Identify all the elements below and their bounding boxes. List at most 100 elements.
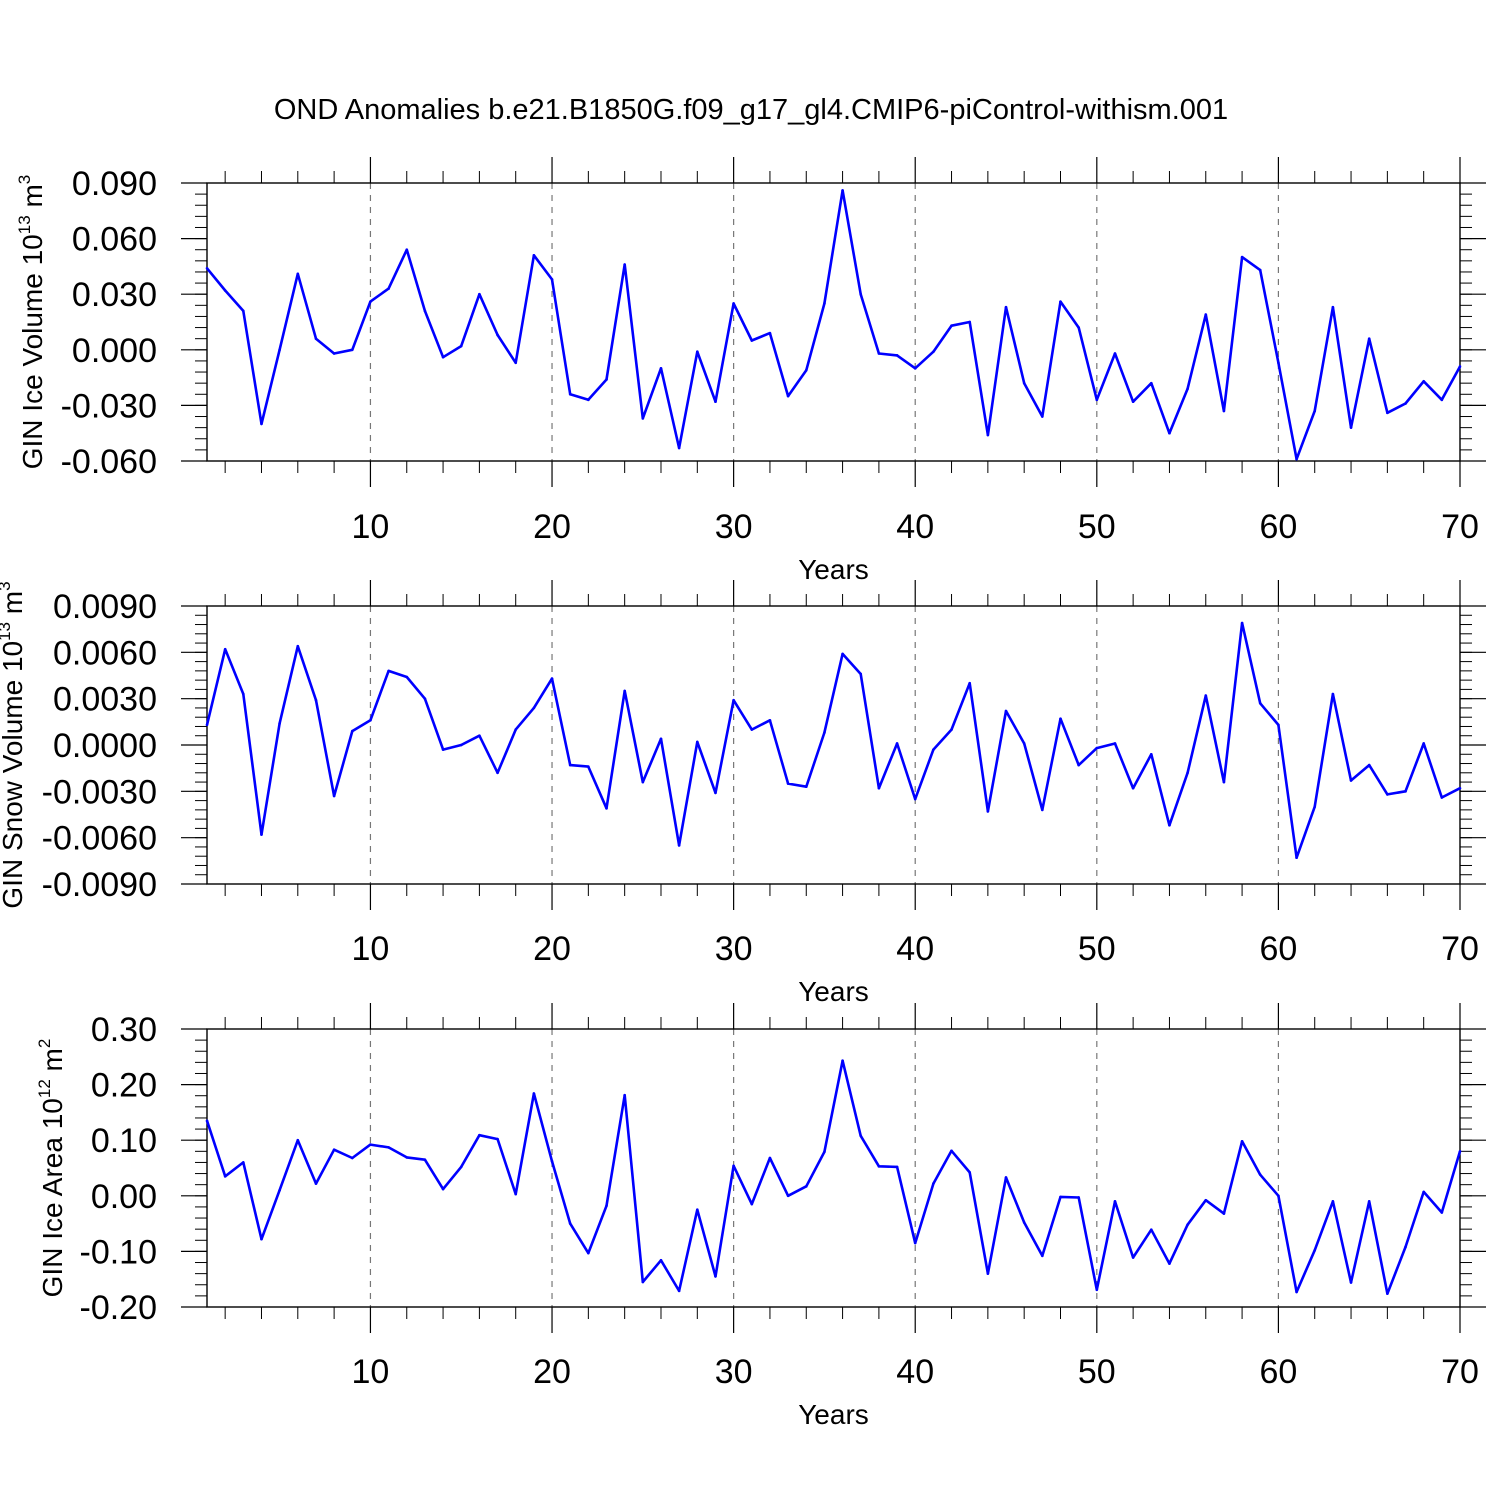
x-tick-label: 10 xyxy=(352,1353,390,1391)
y-tick-label: -0.030 xyxy=(61,387,157,425)
x-tick-label: 30 xyxy=(715,508,753,546)
data-point xyxy=(459,344,463,348)
data-point xyxy=(223,1175,227,1178)
data-point xyxy=(1113,352,1117,355)
data-point xyxy=(1422,380,1425,383)
data-point xyxy=(786,782,790,785)
data-point xyxy=(296,644,300,648)
data-point xyxy=(496,1137,499,1141)
data-point xyxy=(260,422,263,426)
x-tick-label: 50 xyxy=(1078,508,1116,546)
x-tick-label: 60 xyxy=(1259,508,1297,546)
data-point xyxy=(550,278,554,281)
y-axis-label-part: 13 xyxy=(0,622,14,641)
x-tick-label: 50 xyxy=(1078,1353,1116,1391)
data-point xyxy=(387,1146,390,1149)
x-tick-label: 70 xyxy=(1441,1353,1479,1391)
y-tick-label: -0.10 xyxy=(80,1233,158,1271)
data-point xyxy=(1386,1292,1389,1295)
chart-panel-3: 10 20 30 40 50 60 70 0.30 0.20 0.10 0.00 -0.10 -0.20… xyxy=(35,1003,1486,1430)
y-axis-label: GIN Ice Volume 1013 m3 xyxy=(15,175,48,470)
data-point xyxy=(1095,398,1099,402)
data-point xyxy=(895,742,899,745)
data-point xyxy=(1077,326,1080,329)
data-point xyxy=(1422,1190,1425,1194)
y-tick-label: 0.0090 xyxy=(53,588,157,626)
y-tick-label: 0.20 xyxy=(91,1067,157,1105)
data-point xyxy=(1404,1245,1407,1249)
data-point xyxy=(568,763,572,767)
data-point xyxy=(441,1187,445,1191)
x-tick-label: 40 xyxy=(896,1353,934,1391)
data-point xyxy=(877,352,881,355)
data-point xyxy=(369,718,372,722)
data-point xyxy=(387,669,390,673)
data-point xyxy=(1240,621,1244,625)
data-point xyxy=(350,729,354,733)
y-axis-label: GIN Snow Volume 1013 m3 xyxy=(0,581,28,908)
data-point xyxy=(1113,742,1117,745)
x-tick-label: 30 xyxy=(715,930,753,968)
data-point xyxy=(478,734,481,738)
data-point xyxy=(314,337,318,340)
data-point xyxy=(641,780,645,784)
data-point xyxy=(1168,824,1171,827)
data-point xyxy=(641,417,645,420)
series-line xyxy=(205,621,1461,860)
y-axis-label-part: m xyxy=(17,184,48,215)
data-point xyxy=(1204,694,1208,697)
y-tick-label: 0.0000 xyxy=(53,727,157,765)
y-tick-label: 0.0030 xyxy=(53,681,157,719)
data-point xyxy=(1149,381,1153,385)
data-point xyxy=(1277,1194,1280,1198)
data-point xyxy=(786,394,790,398)
data-point xyxy=(1240,1140,1244,1143)
data-point xyxy=(968,320,971,324)
data-point xyxy=(823,731,826,734)
data-point xyxy=(459,743,463,747)
data-point xyxy=(877,1165,881,1168)
data-point xyxy=(932,748,935,751)
data-point xyxy=(768,331,772,335)
data-point xyxy=(1367,337,1371,340)
data-point xyxy=(659,367,663,370)
data-point xyxy=(1168,431,1171,435)
x-axis-label: Years xyxy=(798,1399,869,1430)
data-point xyxy=(532,253,536,257)
data-point xyxy=(804,1185,808,1188)
data-point xyxy=(1349,1281,1353,1284)
data-point xyxy=(1440,1211,1444,1214)
data-point xyxy=(369,1143,372,1146)
data-point xyxy=(677,844,681,847)
y-axis-label-part: 12 xyxy=(35,1079,54,1098)
data-point xyxy=(1313,805,1317,809)
data-point xyxy=(242,692,245,696)
y-tick-label: -0.0090 xyxy=(42,866,157,904)
y-tick-label: 0.030 xyxy=(72,276,157,314)
data-point xyxy=(369,300,372,303)
y-axis-label-part: m xyxy=(0,591,28,622)
data-point xyxy=(823,302,826,305)
data-point xyxy=(1222,409,1226,413)
y-axis-label-part: GIN Ice Area 10 xyxy=(37,1098,68,1297)
data-point xyxy=(623,263,626,266)
series-line xyxy=(205,1059,1462,1295)
data-point xyxy=(1331,692,1335,696)
data-point xyxy=(714,1275,717,1278)
data-point xyxy=(478,292,481,296)
data-point xyxy=(1422,742,1425,745)
data-point xyxy=(732,698,735,702)
data-point xyxy=(1168,1262,1171,1265)
data-point xyxy=(804,785,808,788)
data-point xyxy=(514,1192,518,1196)
data-point xyxy=(1277,723,1280,727)
data-point xyxy=(623,689,626,693)
data-point xyxy=(1386,793,1389,796)
data-point xyxy=(1313,1248,1317,1252)
data-point xyxy=(568,1222,572,1225)
data-point xyxy=(641,1280,645,1284)
data-point xyxy=(260,833,263,836)
data-point xyxy=(1222,1212,1226,1215)
data-point xyxy=(823,1150,826,1154)
